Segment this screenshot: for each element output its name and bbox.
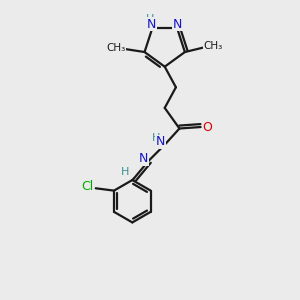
Text: CH₃: CH₃: [106, 43, 126, 52]
Text: N: N: [147, 18, 156, 31]
Text: N: N: [156, 135, 165, 148]
Text: CH₃: CH₃: [204, 41, 223, 51]
Text: H: H: [121, 167, 129, 177]
Text: O: O: [202, 121, 212, 134]
Text: Cl: Cl: [81, 180, 94, 193]
Text: N: N: [173, 18, 182, 31]
Text: H: H: [152, 133, 160, 143]
Text: N: N: [139, 152, 148, 165]
Text: H: H: [146, 14, 154, 25]
